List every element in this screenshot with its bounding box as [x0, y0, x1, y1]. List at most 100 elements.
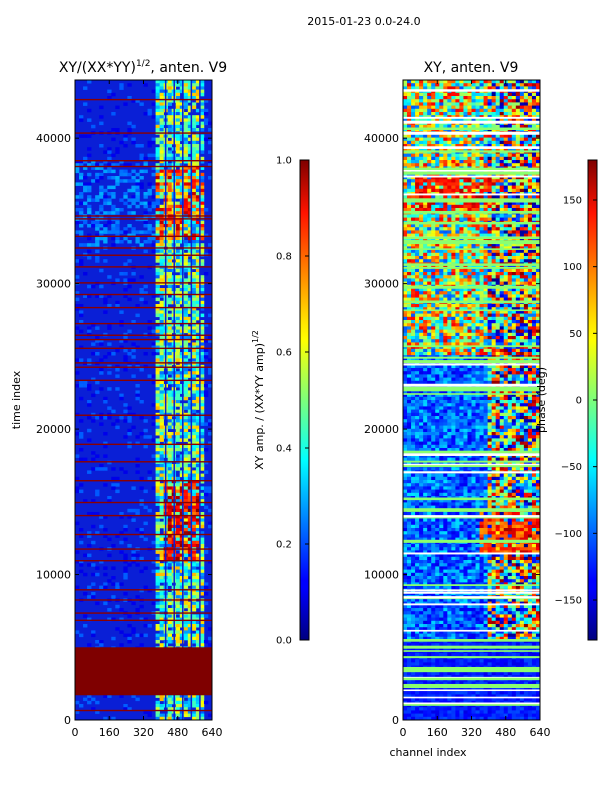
right-heatmap-cell	[447, 243, 452, 247]
left-heatmap-cell	[179, 515, 185, 519]
right-heatmap-cell	[503, 179, 509, 183]
left-heatmap-cell	[79, 633, 84, 638]
left-heatmap-cell	[115, 150, 120, 154]
right-heatmap-cell	[519, 233, 525, 238]
right-heatmap-cell	[431, 227, 436, 231]
left-heatmap-cell	[159, 352, 164, 356]
right-heatmap-cell	[451, 224, 456, 228]
right-heatmap-cell	[455, 204, 460, 209]
left-heatmap-cell	[155, 441, 160, 446]
left-heatmap-cell	[79, 448, 84, 452]
right-heatmap-cell	[423, 179, 428, 183]
right-heatmap-cell	[407, 201, 412, 206]
left-heatmap-cell	[195, 406, 201, 410]
right-heatmap-cell	[527, 243, 533, 247]
right-heatmap-cell	[403, 243, 408, 247]
right-heatmap-cell	[467, 156, 472, 161]
right-heatmap-cell	[451, 227, 456, 231]
left-heatmap-cell	[175, 422, 181, 426]
right-heatmap-cell	[535, 83, 540, 87]
left-heatmap-cell	[199, 195, 205, 199]
right-heatmap-cell	[515, 214, 521, 218]
left-heatmap-cell	[119, 582, 124, 586]
left-heatmap-cell	[187, 182, 193, 186]
left-heatmap-cell	[199, 534, 205, 538]
left-heatmap-cell	[179, 608, 185, 612]
left-heatmap-cell	[155, 531, 160, 535]
right-heatmap-cell	[419, 182, 424, 186]
left-heatmap-cell	[195, 352, 201, 356]
left-heatmap-cell	[123, 368, 128, 372]
right-heatmap-cell	[527, 83, 533, 87]
right-heatmap-cell	[443, 243, 448, 247]
left-heatmap-cell	[175, 268, 181, 273]
left-heatmap-cell	[195, 118, 201, 122]
right-heatmap-cell	[495, 230, 501, 234]
left-heatmap-cell	[203, 393, 209, 398]
left-heatmap-cell	[147, 224, 152, 228]
left-heatmap-cell	[187, 537, 193, 542]
left-heatmap-cell	[195, 563, 201, 567]
right-heatmap-cell	[535, 182, 540, 186]
left-heatmap-cell	[195, 700, 201, 705]
right-heatmap-cell	[519, 243, 525, 247]
left-heatmap-cell	[159, 115, 164, 119]
left-heatmap-cell	[155, 700, 160, 705]
right-heatmap-cell	[427, 163, 432, 167]
right-heatmap-cell	[479, 83, 484, 87]
right-heatmap-cell	[415, 144, 420, 148]
right-heatmap-cell	[511, 195, 517, 199]
left-heatmap-cell	[199, 224, 205, 228]
left-heatmap-cell	[175, 563, 181, 567]
left-heatmap-cell	[131, 560, 136, 564]
left-heatmap-cell	[111, 617, 116, 622]
left-heatmap-cell	[107, 169, 112, 174]
left-heatmap-cell	[131, 227, 136, 231]
right-heatmap-cell	[503, 246, 509, 250]
left-heatmap-cell	[155, 102, 160, 106]
left-heatmap-cell	[191, 297, 197, 302]
right-heatmap-cell	[467, 96, 472, 100]
left-heatmap-cell	[191, 451, 197, 455]
left-heatmap-cell	[191, 553, 197, 558]
left-heatmap-cell	[87, 553, 92, 558]
left-heatmap-cell	[159, 166, 164, 170]
left-heatmap-cell	[187, 470, 193, 474]
right-heatmap-cell	[459, 217, 464, 222]
left-heatmap-cell	[95, 256, 100, 260]
left-heatmap-cell	[167, 368, 173, 372]
right-heatmap-cell	[471, 208, 476, 212]
right-heatmap-cell	[419, 185, 424, 190]
left-heatmap-cell	[159, 505, 164, 510]
right-heatmap-cell	[451, 83, 456, 87]
left-heatmap-cell	[115, 147, 120, 151]
left-heatmap-cell	[191, 291, 197, 295]
right-heatmap-cell	[499, 105, 505, 110]
left-heatmap-cell	[115, 163, 120, 167]
right-heatmap-cell	[515, 112, 521, 116]
left-heatmap-cell	[183, 137, 189, 142]
right-heatmap-cell	[439, 227, 444, 231]
left-heatmap-cell	[175, 700, 181, 705]
left-heatmap-cell	[167, 259, 173, 263]
left-heatmap-cell	[99, 195, 104, 199]
left-heatmap-cell	[127, 515, 132, 519]
left-heatmap-cell	[199, 192, 205, 196]
right-heatmap-cell	[403, 179, 408, 183]
left-heatmap-cell	[199, 409, 205, 414]
left-heatmap-cell	[111, 128, 116, 132]
left-heatmap-cell	[191, 169, 197, 174]
left-heatmap-cell	[155, 588, 160, 593]
left-heatmap-cell	[155, 368, 160, 372]
right-heatmap-cell	[435, 134, 440, 138]
left-heatmap-cell	[179, 576, 185, 580]
left-heatmap-cell	[91, 467, 96, 471]
right-heatmap-cell	[419, 208, 424, 212]
left-heatmap-cell	[175, 428, 181, 433]
left-heatmap-cell	[195, 240, 201, 244]
left-heatmap-cell	[183, 336, 189, 340]
right-heatmap-cell	[415, 208, 420, 212]
right-heatmap-cell	[463, 153, 468, 158]
right-heatmap-cell	[535, 217, 540, 222]
left-heatmap-cell	[155, 470, 160, 474]
